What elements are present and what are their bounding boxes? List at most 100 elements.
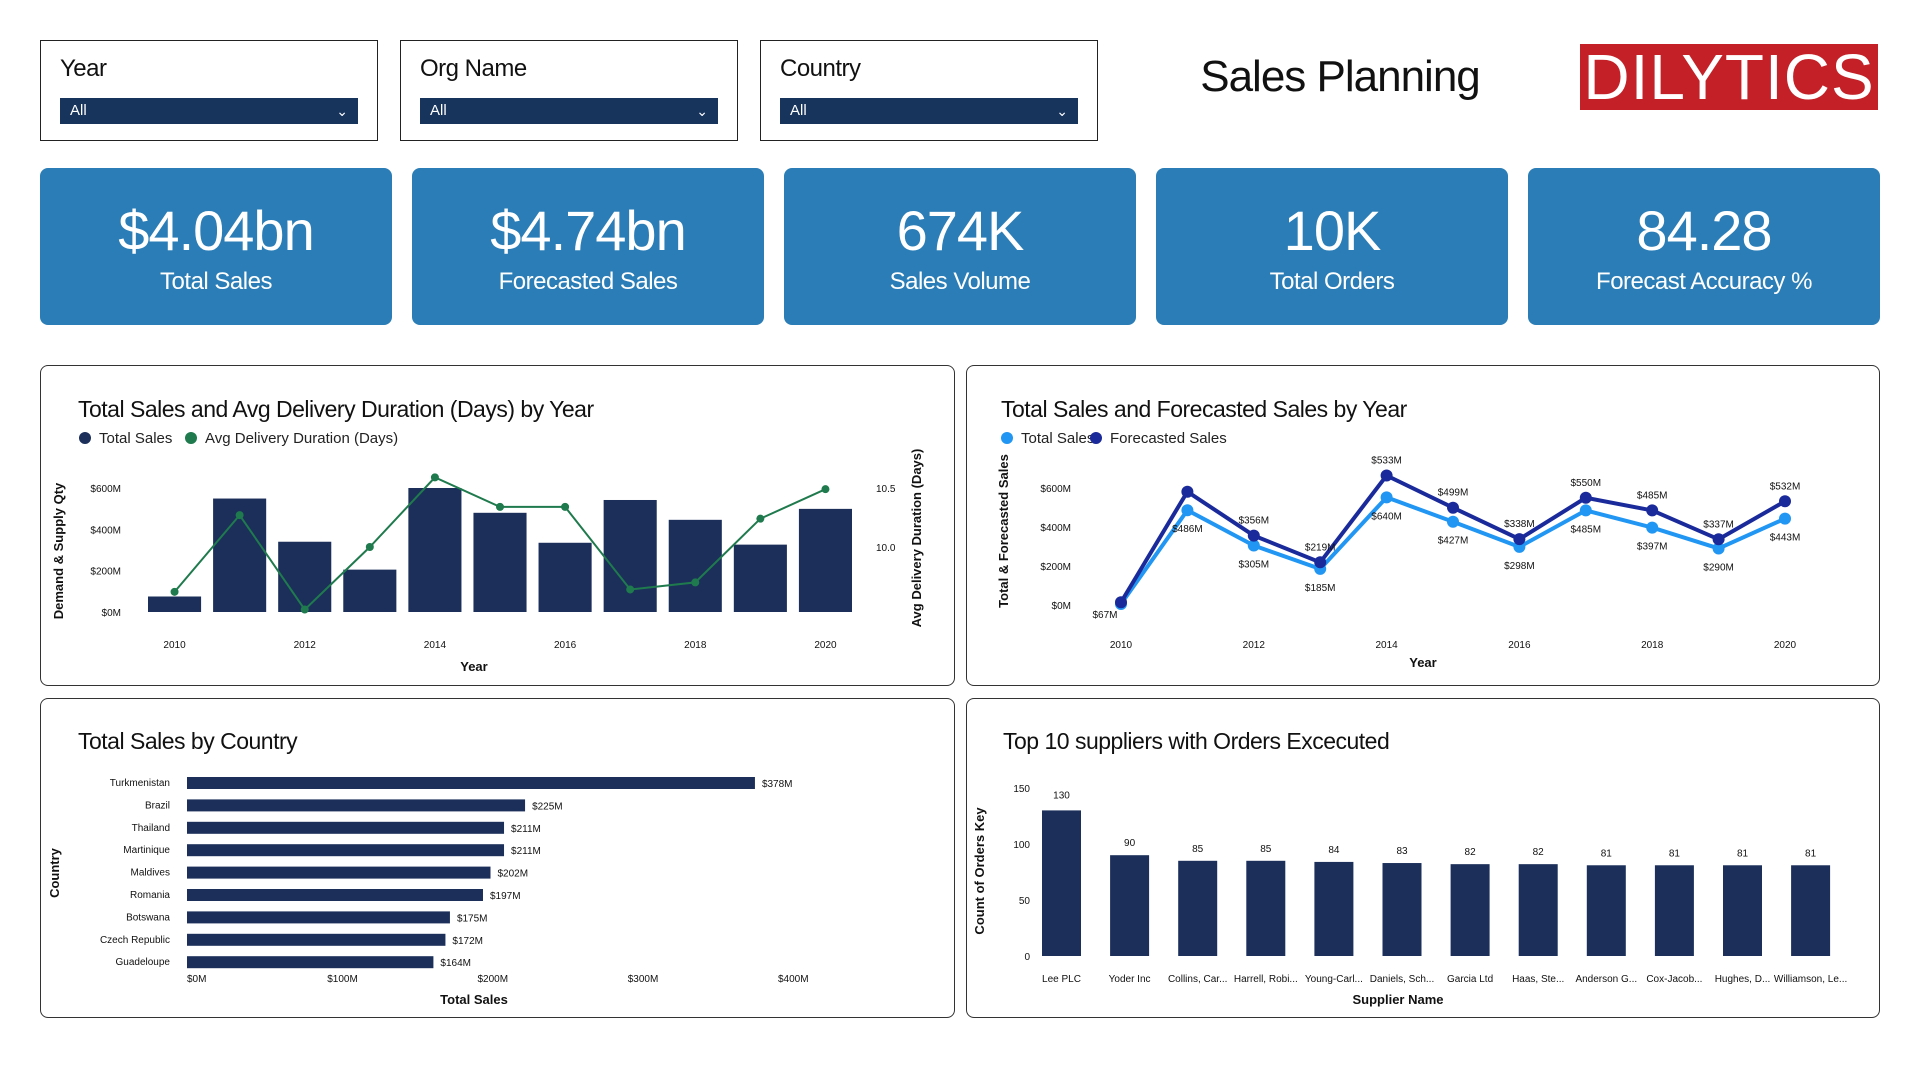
total-point-2019: [1712, 542, 1725, 555]
total-point-2018: [1646, 521, 1659, 534]
kpi-forecasted-sales: $4.74bn Forecasted Sales: [412, 168, 764, 325]
y-tick-label: $400M: [90, 525, 121, 536]
legend-total-sales: Total Sales: [99, 430, 172, 447]
forecasted-point-2015: [1447, 501, 1459, 514]
kpi-label: Forecasted Sales: [498, 268, 678, 295]
y-tick-label: $0M: [102, 608, 121, 619]
kpi-value: 84.28: [1636, 199, 1772, 262]
data-label: $298M: [1504, 561, 1535, 572]
category-label: Thailand: [132, 823, 170, 834]
data-label: $550M: [1571, 478, 1602, 489]
kpi-label: Total Sales: [160, 268, 272, 295]
category-label: Botswana: [126, 912, 170, 923]
x-tick-label: $400M: [778, 974, 809, 985]
category-label: Maldives: [131, 868, 170, 879]
total-point-2012: [1247, 539, 1260, 552]
country-select[interactable]: All ⌄: [780, 98, 1078, 124]
sales-delivery-chart: Total Sales and Avg Delivery Duration (D…: [51, 396, 924, 674]
y2-axis-title: Avg Delivery Duration (Days): [909, 449, 924, 628]
chart-title: Total Sales and Avg Delivery Duration (D…: [78, 396, 594, 422]
data-label: 85: [1260, 844, 1272, 855]
country-filter-label: Country: [780, 55, 861, 82]
category-label: Williamson, Le...: [1774, 974, 1847, 985]
data-label: $532M: [1770, 481, 1801, 492]
x-tick-label: 2012: [294, 640, 317, 651]
total-point-2015: [1447, 515, 1459, 528]
org-name-select[interactable]: All ⌄: [420, 98, 718, 124]
bar-maldives: [187, 866, 491, 879]
data-label: $175M: [457, 913, 488, 924]
forecasted-point-2017: [1579, 491, 1592, 504]
legend-delivery-marker: [185, 432, 197, 444]
bar-supplier-7: [1518, 864, 1558, 956]
total-point-2017: [1579, 504, 1592, 517]
legend-forecasted-sales-marker: [1090, 432, 1102, 444]
x-tick-label: 2016: [554, 640, 577, 651]
forecasted-point-2018: [1646, 504, 1659, 517]
country-filter: Country All ⌄: [760, 40, 1098, 141]
data-label: 90: [1124, 838, 1136, 849]
dilytics-logo: DILYTICS: [1580, 44, 1878, 110]
bar-2013: [343, 569, 397, 612]
year-select-value: All: [70, 102, 87, 119]
data-label: $67M: [1092, 610, 1117, 621]
kpi-value: 674K: [896, 199, 1025, 262]
y2-tick-label: 10.0: [876, 543, 896, 554]
sales-by-country-chart: Total Sales by Country Turkmenistan $378M B…: [47, 728, 809, 1007]
data-label: $356M: [1239, 516, 1270, 527]
bar-botswana: [187, 911, 450, 924]
category-label: Yoder Inc: [1109, 974, 1151, 985]
forecasted-point-2013: [1314, 556, 1327, 569]
x-axis-title: Supplier Name: [1352, 992, 1443, 1007]
y-axis-title: Total & Forecasted Sales: [996, 454, 1011, 608]
legend-total-sales-marker: [1001, 432, 1013, 444]
data-label: $211M: [511, 846, 541, 857]
bar-turkmenistan: [187, 777, 755, 789]
data-label: $337M: [1703, 519, 1734, 530]
data-label: $202M: [498, 869, 529, 880]
data-label: 85: [1192, 844, 1204, 855]
data-label: $499M: [1438, 488, 1469, 499]
kpi-label: Forecast Accuracy %: [1596, 268, 1812, 295]
data-label: $485M: [1571, 524, 1602, 535]
legend-total-sales-marker: [79, 432, 91, 444]
x-axis-title: Year: [1409, 655, 1436, 670]
y-axis-title: Country: [47, 847, 62, 898]
category-label: Turkmenistan: [110, 778, 170, 789]
category-label: Hughes, D...: [1715, 974, 1771, 985]
category-label: Brazil: [145, 800, 170, 811]
x-tick-label: 2020: [814, 640, 837, 651]
category-label: Daniels, Sch...: [1370, 974, 1434, 985]
chevron-down-icon: ⌄: [1056, 103, 1068, 119]
data-label: $172M: [452, 936, 483, 947]
data-label: $305M: [1239, 560, 1270, 571]
data-label: $219M: [1305, 542, 1336, 553]
page-title: Sales Planning: [1200, 52, 1481, 101]
bar-2019: [733, 544, 787, 612]
year-select[interactable]: All ⌄: [60, 98, 358, 124]
bar-thailand: [187, 821, 505, 834]
kpi-sales-volume: 674K Sales Volume: [784, 168, 1136, 325]
bar-brazil: [187, 799, 526, 812]
org-name-filter-label: Org Name: [420, 55, 527, 82]
data-label: 81: [1601, 848, 1613, 859]
data-label: $427M: [1438, 536, 1469, 547]
y-tick-label: 50: [1019, 896, 1031, 907]
category-label: Collins, Car...: [1168, 974, 1227, 985]
data-label: $443M: [1770, 533, 1801, 544]
x-tick-label: 2012: [1243, 640, 1266, 651]
year-filter: Year All ⌄: [40, 40, 378, 141]
y-tick-label: $600M: [1040, 484, 1071, 495]
category-label: Cox-Jacob...: [1646, 974, 1702, 985]
x-tick-label: 2014: [1375, 640, 1398, 651]
data-label: $378M: [762, 779, 793, 790]
x-tick-label: $200M: [478, 974, 509, 985]
kpi-label: Total Orders: [1269, 268, 1395, 295]
x-tick-label: 2016: [1508, 640, 1531, 651]
data-label: 81: [1737, 848, 1749, 859]
bar-romania: [187, 889, 483, 901]
data-label: $485M: [1637, 490, 1668, 501]
bar-supplier-9: [1654, 865, 1694, 956]
bar-supplier-11: [1791, 865, 1831, 956]
category-label: Haas, Ste...: [1512, 974, 1564, 985]
